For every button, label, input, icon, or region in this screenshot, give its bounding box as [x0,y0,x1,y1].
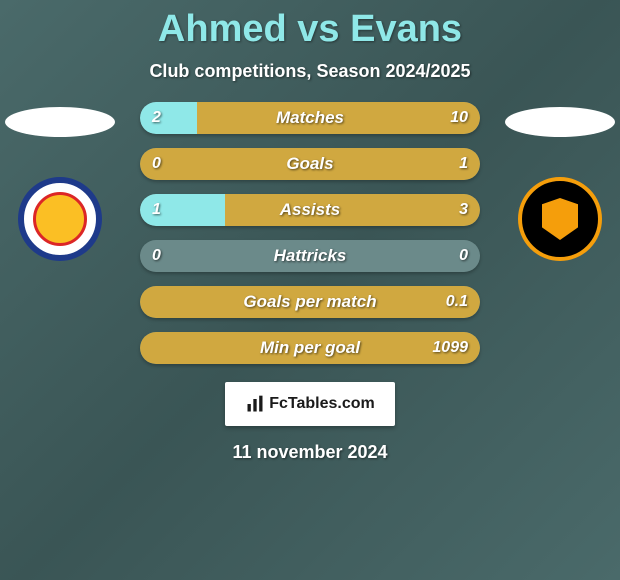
page-title: Ahmed vs Evans [0,0,620,51]
stat-label: Matches [140,102,480,134]
stat-row: Goals per match0.1 [140,286,480,318]
club-badge-right [518,177,602,261]
stat-value-right: 0.1 [446,286,468,318]
stat-value-right: 1 [459,148,468,180]
comparison-content: 2Matches100Goals11Assists30Hattricks0Goa… [0,102,620,463]
player-right-column [505,102,615,261]
stat-label: Goals per match [140,286,480,318]
watermark-text: FcTables.com [269,395,375,413]
stat-row: 1Assists3 [140,194,480,226]
stat-label: Hattricks [140,240,480,272]
club-badge-right-shield [542,198,578,240]
stat-value-right: 3 [459,194,468,226]
watermark[interactable]: FcTables.com [225,382,395,426]
chart-icon [245,394,265,414]
stat-row: 0Goals1 [140,148,480,180]
stats-bars: 2Matches100Goals11Assists30Hattricks0Goa… [140,102,480,364]
stat-row: 2Matches10 [140,102,480,134]
stat-row: 0Hattricks0 [140,240,480,272]
stat-row: Min per goal1099 [140,332,480,364]
stat-value-right: 1099 [432,332,468,364]
stat-label: Assists [140,194,480,226]
stat-value-right: 0 [459,240,468,272]
player-right-silhouette [505,107,615,137]
club-badge-left [18,177,102,261]
page-subtitle: Club competitions, Season 2024/2025 [0,61,620,82]
stat-value-right: 10 [450,102,468,134]
club-badge-left-inner [33,192,87,246]
player-left-column [5,102,115,261]
stat-label: Min per goal [140,332,480,364]
player-left-silhouette [5,107,115,137]
date-label: 11 november 2024 [0,442,620,463]
stat-label: Goals [140,148,480,180]
